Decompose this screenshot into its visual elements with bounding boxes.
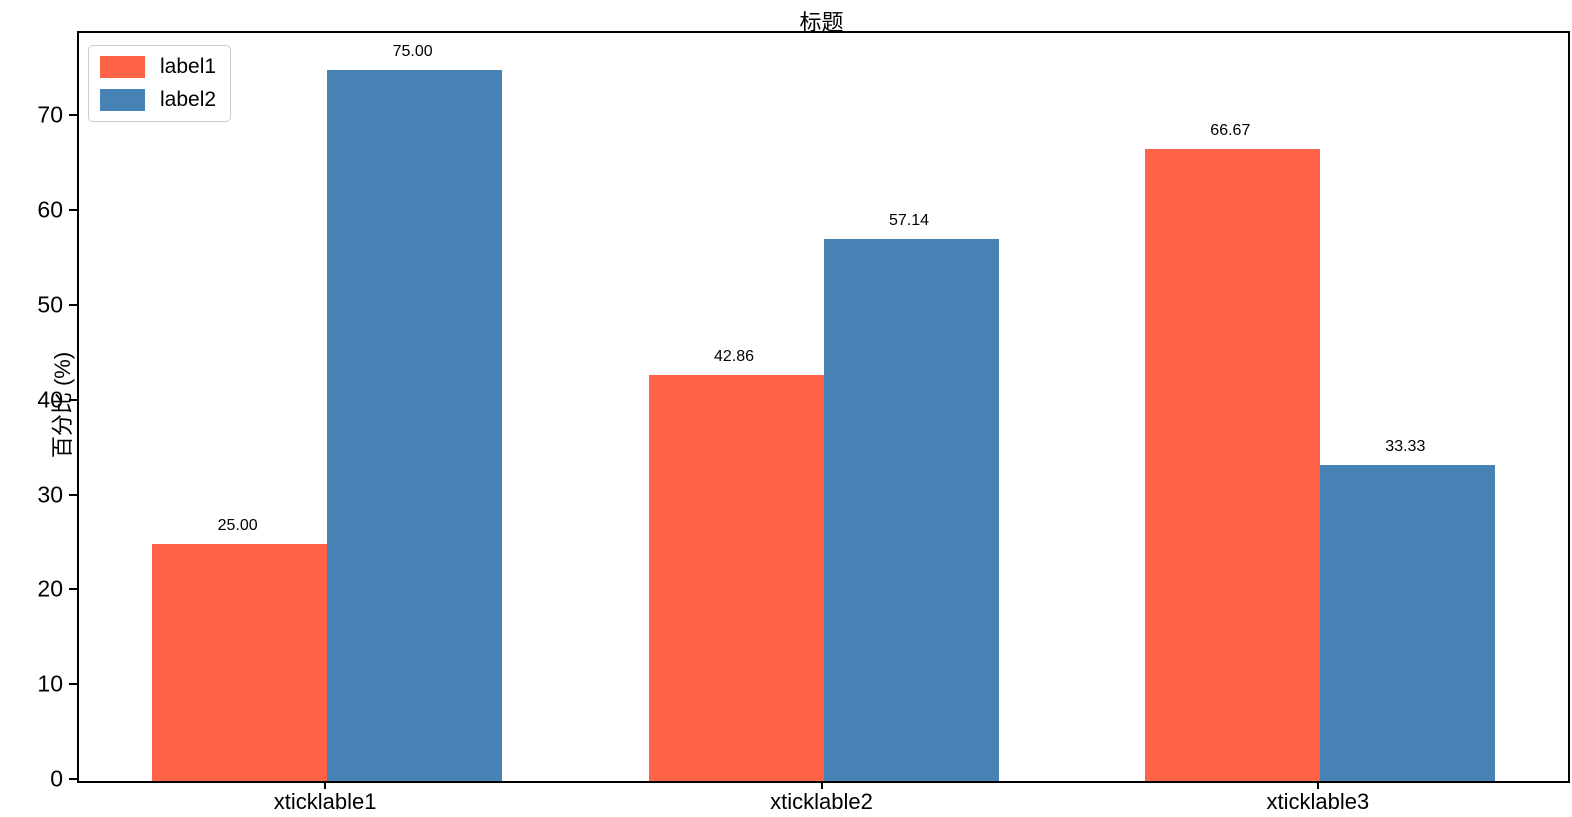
legend-item-label2: label2: [100, 88, 216, 112]
legend: label1 label2: [88, 45, 232, 122]
bar-label1-xticklable2: [648, 375, 824, 781]
y-tick-label-60: 60: [37, 196, 63, 223]
legend-label: label1: [160, 55, 217, 78]
bar-label1-xticklable1: [152, 544, 328, 781]
y-tick-mark: [69, 588, 77, 591]
x-tick-label-3: xticklable3: [1266, 789, 1370, 814]
y-tick-label-20: 20: [37, 575, 63, 602]
x-tick-mark: [1316, 781, 1319, 789]
y-tick-mark: [69, 303, 77, 306]
bar-value-label: 33.33: [1385, 438, 1426, 455]
y-tick-label-70: 70: [37, 101, 63, 128]
bar-value-label: 42.86: [713, 348, 755, 365]
legend-swatch-icon: [100, 56, 145, 78]
y-tick-label-10: 10: [37, 670, 63, 697]
bar-label2-xticklable1: [327, 70, 503, 781]
y-tick-mark: [69, 778, 77, 780]
y-tick-mark: [69, 209, 77, 212]
x-tick-mark: [820, 781, 823, 789]
x-tick-label-2: xticklable2: [770, 789, 873, 814]
y-tick-mark: [69, 398, 77, 401]
chart-title: 标题: [799, 10, 844, 35]
x-tick-label-1: xticklable1: [273, 789, 377, 814]
bar-value-label: 66.67: [1210, 122, 1251, 139]
bar-value-label: 57.14: [888, 212, 930, 229]
bar-label1-xticklable3: [1144, 149, 1320, 781]
y-tick-label-30: 30: [37, 481, 63, 508]
y-tick-mark: [69, 114, 77, 117]
y-tick-mark: [69, 493, 77, 496]
legend-item-label1: label1: [100, 55, 216, 79]
bar-value-label: 75.00: [392, 43, 433, 60]
plot-area: [77, 31, 1570, 783]
y-tick-label-0: 0: [50, 765, 63, 792]
y-tick-label-40: 40: [37, 386, 63, 413]
bar-value-label: 25.00: [217, 517, 258, 534]
y-tick-mark: [69, 683, 77, 686]
x-tick-mark: [324, 781, 327, 789]
bar-label2-xticklable2: [823, 239, 999, 781]
legend-label: label2: [160, 88, 217, 111]
legend-swatch-icon: [100, 89, 145, 111]
bar-label2-xticklable3: [1319, 465, 1495, 781]
y-tick-label-50: 50: [37, 291, 63, 318]
